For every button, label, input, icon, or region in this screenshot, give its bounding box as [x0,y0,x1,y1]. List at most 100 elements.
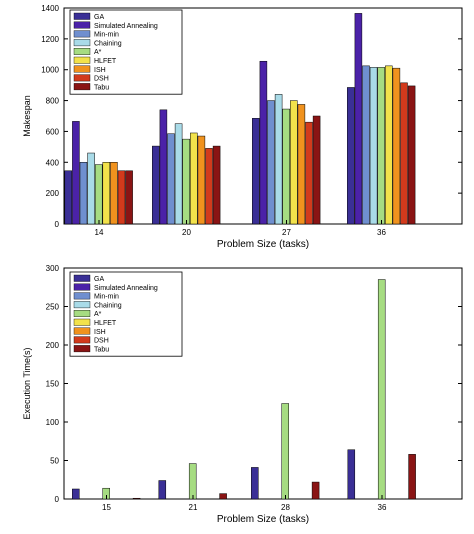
makespan-bar-simulated-annealing-27 [259,60,268,225]
makespan-bar-tabu-36 [407,85,416,225]
exectime-bar-a--28 [281,403,289,500]
makespan-bar-min-min-14 [79,162,88,225]
makespan-ytick-label: 1200 [41,35,59,44]
makespan-legend-swatch [73,48,91,55]
exectime-x-axis-label: Problem Size (tasks) [217,514,309,525]
makespan-bar-tabu-20 [212,145,221,225]
makespan-bar-hlfet-36 [385,65,393,225]
exectime-bar-ga-15 [72,488,80,500]
makespan-bar-hlfet-14 [102,162,111,225]
makespan-legend-swatch [73,12,91,20]
exectime-bar-tabu-21 [219,493,227,500]
exectime-legend-label: Min-min [94,294,119,301]
makespan-legend-label: A* [94,49,102,56]
exectime-legend-swatch [73,345,91,353]
exectime-legend-swatch [73,318,91,326]
makespan-bar-ga-27 [252,118,260,225]
exectime-xtick-label: 15 [102,503,111,512]
makespan-xtick-label: 20 [182,228,191,237]
makespan-bar-a--36 [377,67,385,225]
makespan-legend-swatch [73,83,91,91]
exectime-bar-ga-36 [347,449,356,500]
makespan-legend-swatch [73,74,91,82]
makespan-bar-ish-36 [392,67,401,225]
exectime-legend-label: GA [94,276,104,283]
exectime-y-axis-label: Execution Time(s) [22,347,32,419]
makespan-legend-label: Simulated Annealing [94,23,158,30]
exectime-legend-label: Simulated Annealing [94,285,158,292]
exectime-legend-label: Tabu [94,346,109,353]
exectime-bar-tabu-36 [408,454,416,500]
makespan-bar-a--20 [182,138,190,225]
exectime-ytick-label: 150 [46,380,60,389]
makespan-bar-ish-27 [297,104,306,225]
makespan-bar-dsh-20 [205,148,213,225]
exectime-ytick-label: 300 [46,264,60,273]
makespan-bar-ga-20 [152,145,160,225]
makespan-chart: 0 200 400 600 800 1000 1200 1400 14 20 27 36 Problem… [0,0,474,258]
exectime-legend-swatch [73,274,91,282]
makespan-xtick-label: 14 [95,228,104,237]
exectime-legend-swatch [73,310,91,317]
makespan-bar-min-min-27 [267,100,275,225]
makespan-bar-dsh-36 [400,82,408,225]
makespan-bar-hlfet-27 [290,100,298,225]
execution-time-chart-svg: 0 50 100 150 200 250 300 15 21 28 36 Problem Size (… [22,264,463,525]
makespan-y-axis-label: Makespan [22,95,32,137]
exectime-legend-label: Chaining [94,302,122,309]
makespan-legend-label: Min-min [94,32,119,39]
makespan-legend-swatch [73,21,91,29]
makespan-legend-label: ISH [94,67,106,74]
makespan-legend-swatch [73,65,91,73]
exectime-bar-a--36 [377,279,386,500]
makespan-bar-ish-14 [110,162,118,225]
exectime-ytick-label: 200 [46,341,60,350]
exectime-legend-swatch [73,336,91,344]
makespan-bar-ish-20 [197,135,206,225]
makespan-xtick-label: 27 [282,228,291,237]
makespan-bar-min-min-20 [167,133,175,225]
makespan-legend-label: HLFET [94,58,117,65]
exectime-legend-label: HLFET [94,320,117,327]
makespan-legend-label: Tabu [94,84,109,91]
makespan-bar-dsh-27 [305,121,313,225]
makespan-x-axis-label: Problem Size (tasks) [217,239,309,250]
exectime-bar-ga-21 [158,480,167,500]
exectime-legend-swatch [73,283,91,291]
makespan-bar-dsh-14 [117,170,126,225]
makespan-ytick-label: 0 [55,220,60,229]
makespan-bar-hlfet-20 [190,132,198,225]
exectime-legend-label: ISH [94,329,106,336]
makespan-ytick-label: 200 [46,189,60,198]
makespan-ytick-label: 1000 [41,66,59,75]
makespan-ytick-label: 600 [46,127,60,136]
makespan-bar-a--14 [94,164,103,225]
makespan-bar-ga-36 [347,87,355,225]
makespan-bar-chaining-36 [369,67,378,225]
makespan-bar-tabu-14 [125,170,133,225]
makespan-ytick-label: 1400 [41,4,59,13]
makespan-legend-swatch [73,39,91,47]
makespan-legend-swatch [73,56,91,64]
makespan-legend-label: Chaining [94,40,122,47]
exectime-ytick-label: 100 [46,418,60,427]
makespan-legend-label: DSH [94,76,109,83]
exectime-ytick-label: 0 [55,495,60,504]
exectime-xtick-label: 28 [281,503,290,512]
exectime-bar-a--21 [188,463,197,500]
makespan-ytick-label: 800 [46,97,60,106]
exectime-legend-label: DSH [94,338,109,345]
exectime-xtick-label: 21 [189,503,198,512]
makespan-bar-chaining-14 [87,152,95,225]
makespan-bar-a--27 [282,108,290,225]
makespan-ytick-label: 400 [46,158,60,167]
makespan-bar-chaining-20 [174,123,183,225]
exectime-bar-tabu-28 [311,481,320,500]
exectime-ytick-label: 250 [46,303,60,312]
exectime-bar-ga-28 [251,467,259,500]
makespan-bar-chaining-27 [274,94,283,225]
exectime-legend-swatch [73,301,91,309]
makespan-legend-swatch [73,30,91,38]
makespan-chart-svg: 0 200 400 600 800 1000 1200 1400 14 20 27 36 Problem… [22,4,463,250]
makespan-bar-ga-14 [64,170,73,225]
